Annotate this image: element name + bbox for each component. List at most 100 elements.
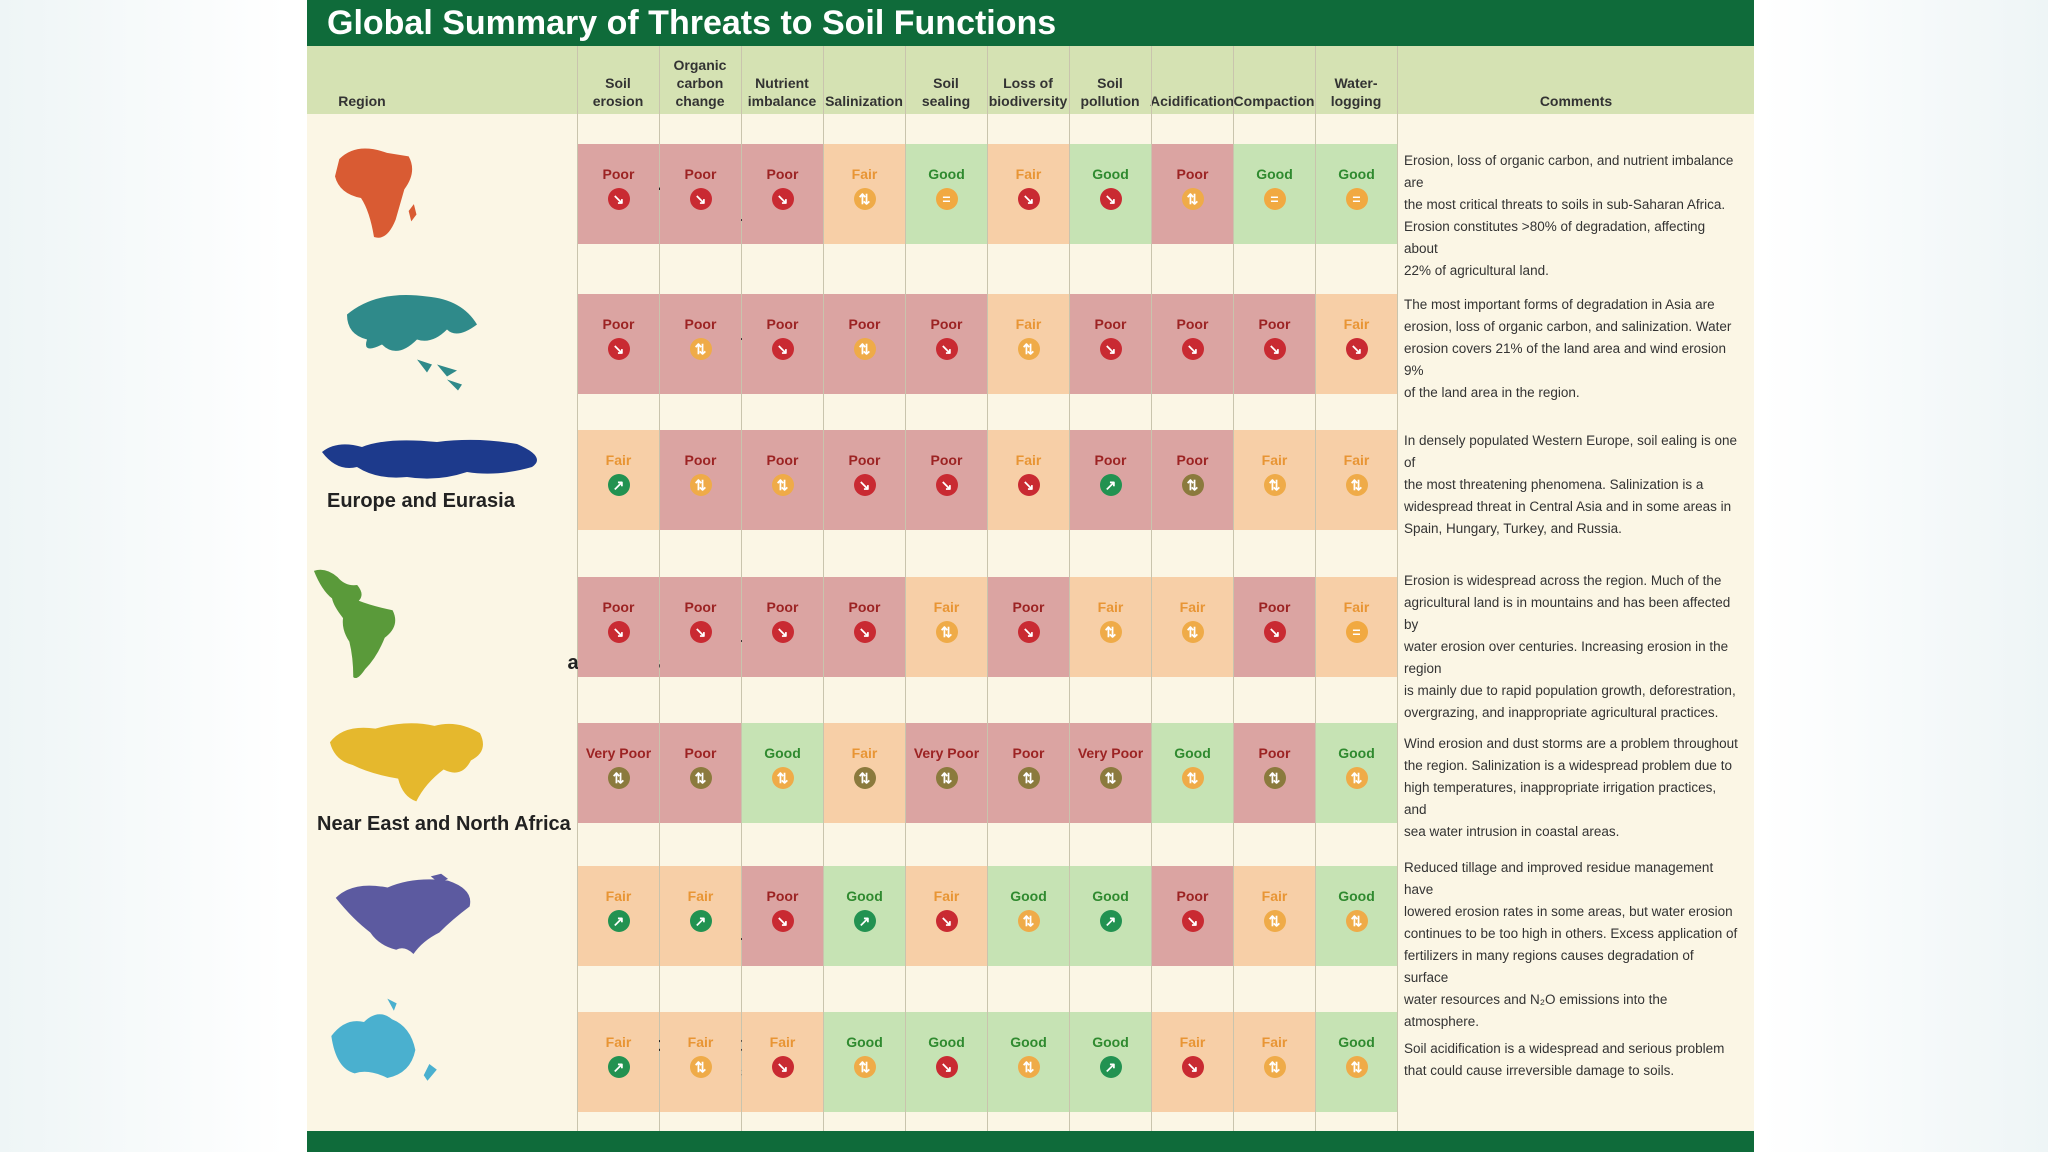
- rating-label: Good: [1092, 166, 1129, 182]
- rating-label: Good: [1338, 1034, 1375, 1050]
- column-header-text: Acidification: [1150, 92, 1234, 110]
- rating-cell: Fair ↘: [906, 866, 987, 966]
- column-divider: [659, 46, 660, 1131]
- comment-line: In densely populated Western Europe, soi…: [1404, 433, 1737, 470]
- rating-label: Fair: [1261, 888, 1288, 904]
- table-header-band: [307, 46, 1754, 114]
- rating-cell: Very Poor ⇅: [906, 723, 987, 823]
- rating-cell: Very Poor ⇅: [578, 723, 659, 823]
- rating-label: Poor: [602, 316, 635, 332]
- trend-worsening-icon: ↘: [853, 621, 876, 643]
- rating-label: Poor: [766, 452, 799, 468]
- column-header-text: Loss of biodiversity: [989, 74, 1068, 110]
- rating-cell: Good =: [906, 144, 987, 244]
- comment-line: Erosion constitutes >80% of degradation,…: [1404, 219, 1706, 256]
- trend-variable-icon: ⇅: [1345, 1056, 1368, 1078]
- rating-label: Poor: [848, 316, 881, 332]
- rating-label: Fair: [687, 888, 714, 904]
- column-header-line: Organic: [673, 57, 727, 73]
- rating-label: Poor: [684, 599, 717, 615]
- rating-label: Fair: [1261, 452, 1288, 468]
- column-header: Salinization: [823, 46, 905, 114]
- column-divider: [905, 46, 906, 1131]
- column-header-text: Soil sealing: [922, 74, 970, 110]
- comment-line: Erosion, loss of organic carbon, and nut…: [1404, 153, 1734, 190]
- trend-variable-icon: ⇅: [1263, 1056, 1286, 1078]
- comment-line: Reduced tillage and improved residue man…: [1404, 860, 1714, 897]
- column-header: Soil pollution: [1069, 46, 1151, 114]
- column-header-text: Soil erosion: [593, 74, 644, 110]
- rating-cell: Poor ⇅: [742, 430, 823, 530]
- comment-line: the region. Salinization is a widespread…: [1404, 758, 1732, 773]
- region-name-line: Near East and North Africa: [317, 813, 571, 835]
- rating-cell: Good =: [1234, 144, 1315, 244]
- column-header-line: change: [675, 93, 725, 109]
- column-header-line: Acidification: [1150, 93, 1235, 109]
- rating-label: Good: [1338, 166, 1375, 182]
- rating-label: Poor: [1176, 166, 1209, 182]
- comment-line: Erosion is widespread across the region.…: [1404, 573, 1722, 588]
- trend-improving-icon: ↗: [1099, 1056, 1122, 1078]
- rating-label: Fair: [1179, 599, 1206, 615]
- column-header: Loss of biodiversity: [987, 46, 1069, 114]
- column-header-line: Soil: [1097, 75, 1123, 91]
- rating-label: Good: [1010, 1034, 1047, 1050]
- rating-cell: Poor ↘: [660, 144, 741, 244]
- trend-variable-icon: ⇅: [689, 338, 712, 360]
- trend-improving-icon: ↗: [607, 474, 630, 496]
- title-bar: Global Summary of Threats to Soil Functi…: [307, 0, 1754, 46]
- trend-improving-icon: ↗: [607, 910, 630, 932]
- region-comment: Wind erosion and dust storms are a probl…: [1404, 733, 1739, 843]
- trend-worsening-icon: ↘: [1099, 338, 1122, 360]
- rating-cell: Good ↗: [1070, 866, 1151, 966]
- rating-cell: Poor ↘: [742, 144, 823, 244]
- rating-label: Poor: [930, 452, 963, 468]
- comment-line: agricultural land is in mountains and ha…: [1404, 595, 1731, 632]
- chart-title: Global Summary of Threats to Soil Functi…: [327, 4, 1057, 42]
- column-header: Soil sealing: [905, 46, 987, 114]
- trend-variable-icon: ⇅: [1181, 621, 1204, 643]
- comment-line: water resources and N₂O emissions into t…: [1404, 992, 1668, 1029]
- region-comment: Soil acidification is a widespread and s…: [1404, 1038, 1739, 1082]
- footer-bar: [307, 1131, 1754, 1152]
- rating-cell: Fair ↗: [660, 866, 741, 966]
- rating-label: Poor: [1012, 745, 1045, 761]
- rating-label: Fair: [1343, 599, 1370, 615]
- rating-cell: Poor ↗: [1070, 430, 1151, 530]
- comment-line: Wind erosion and dust storms are a probl…: [1404, 736, 1738, 751]
- rating-cell: Fair ⇅: [1070, 577, 1151, 677]
- trend-variable-icon: ⇅: [771, 767, 794, 789]
- trend-worsening-icon: ↘: [689, 188, 712, 210]
- comment-line: water erosion over centuries. Increasing…: [1404, 639, 1729, 676]
- trend-variable-icon: ⇅: [1017, 338, 1040, 360]
- rating-label: Very Poor: [585, 745, 652, 761]
- rating-label: Fair: [1097, 599, 1124, 615]
- rating-cell: Good ↘: [1070, 144, 1151, 244]
- column-divider: [823, 46, 824, 1131]
- rating-cell: Poor ↘: [1152, 294, 1233, 394]
- column-header-text: Water-logging: [1331, 74, 1382, 110]
- rating-cell: Poor ⇅: [988, 723, 1069, 823]
- trend-variable-icon: ⇅: [1181, 767, 1204, 789]
- trend-variable-icon: ⇅: [1263, 474, 1286, 496]
- trend-variable-icon: ⇅: [935, 621, 958, 643]
- rating-cell: Poor ↘: [906, 430, 987, 530]
- comment-line: that could cause irreversible damage to …: [1404, 1063, 1675, 1078]
- trend-worsening-icon: ↘: [1263, 621, 1286, 643]
- trend-variable-icon: ⇅: [1017, 1056, 1040, 1078]
- rating-cell: Fair ⇅: [1234, 1012, 1315, 1112]
- rating-cell: Fair ⇅: [1234, 866, 1315, 966]
- rating-label: Good: [846, 888, 883, 904]
- rating-cell: Poor ↘: [988, 577, 1069, 677]
- comment-line: sea water intrusion in coastal areas.: [1404, 824, 1620, 839]
- trend-variable-olive-icon: ⇅: [1181, 474, 1204, 496]
- rating-label: Good: [928, 166, 965, 182]
- column-divider: [1151, 46, 1152, 1131]
- column-header: Water-logging: [1315, 46, 1397, 114]
- column-header-text: Soil pollution: [1080, 74, 1139, 110]
- rating-cell: Poor ↘: [824, 430, 905, 530]
- column-divider: [1397, 46, 1398, 1131]
- rating-cell: Poor ↘: [742, 577, 823, 677]
- trend-variable-icon: ⇅: [1263, 910, 1286, 932]
- trend-worsening-icon: ↘: [1099, 188, 1122, 210]
